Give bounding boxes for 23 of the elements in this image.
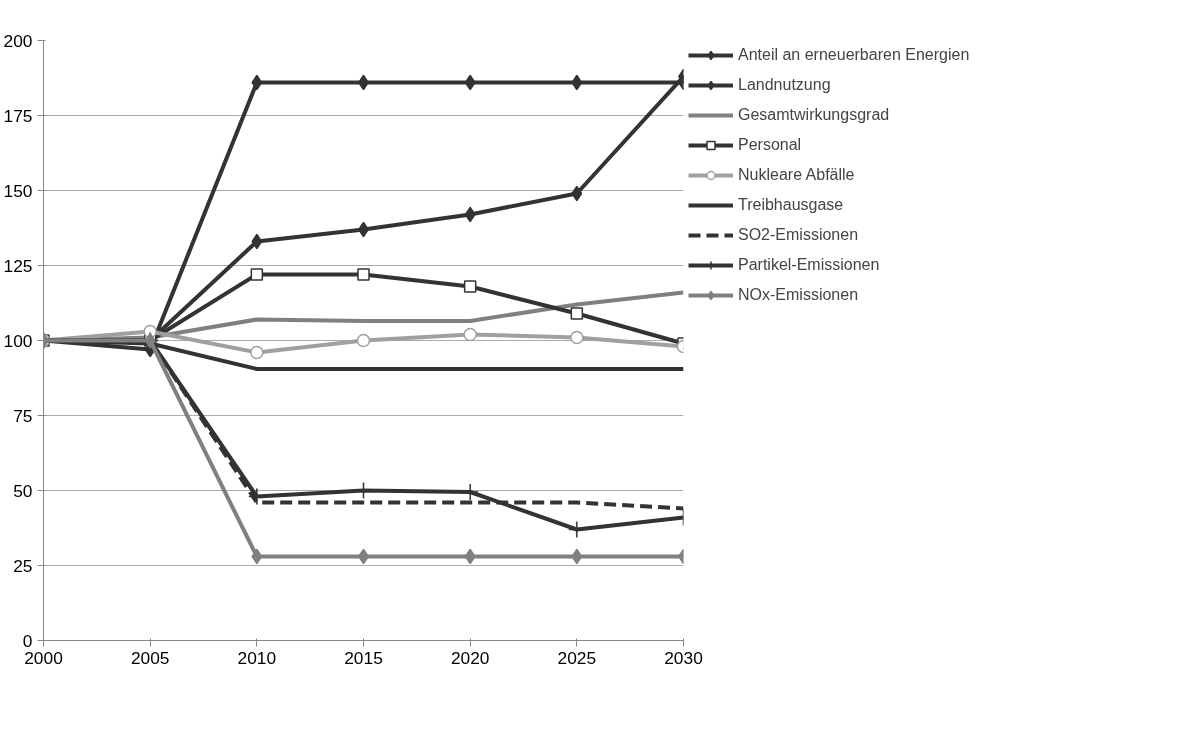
y-tick-label: 100 xyxy=(3,330,33,351)
x-tick-label: 2030 xyxy=(664,647,703,668)
legend-label: Anteil an erneuerbaren Energien xyxy=(738,46,970,64)
legend-label: Treibhausgase xyxy=(738,196,844,214)
x-tick-label: 2020 xyxy=(450,647,490,668)
x-tick-label: 2010 xyxy=(237,647,277,668)
legend-label: NOx-Emissionen xyxy=(738,286,859,304)
y-tick-label: 75 xyxy=(13,405,33,426)
legend-label: Personal xyxy=(738,136,802,154)
y-tick-label: 175 xyxy=(3,105,33,126)
legend-label: Gesamtwirkungsgrad xyxy=(738,106,890,124)
legend-label: Landnutzung xyxy=(738,76,831,94)
y-tick-label: 200 xyxy=(3,30,33,51)
x-tick-label: 2005 xyxy=(130,647,170,668)
legend-label: Nukleare Abfälle xyxy=(738,166,855,184)
y-tick-label: 25 xyxy=(13,555,33,576)
y-tick-label: 50 xyxy=(13,480,33,501)
legend-label: SO2-Emissionen xyxy=(738,226,859,244)
x-tick-label: 2025 xyxy=(557,647,597,668)
legend-label: Partikel-Emissionen xyxy=(738,256,880,274)
y-tick-label: 150 xyxy=(3,180,33,201)
y-tick-label: 125 xyxy=(3,255,33,276)
x-tick-label: 2015 xyxy=(344,647,383,668)
